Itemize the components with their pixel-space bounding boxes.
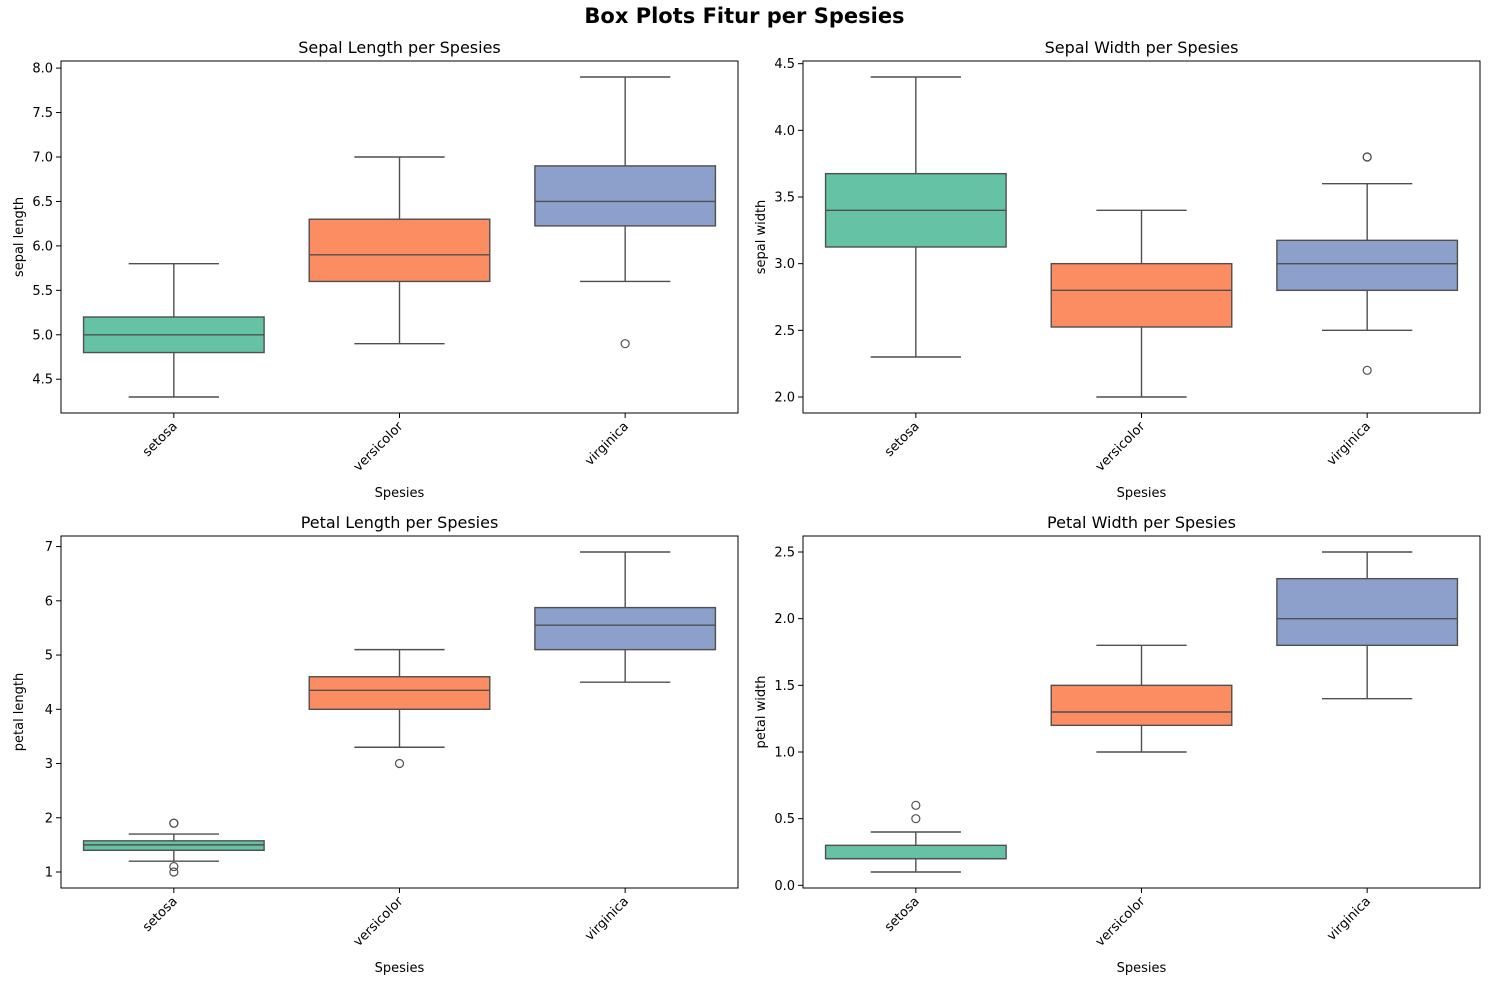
- box-virginica: [1276, 239, 1459, 292]
- subplot-3: Petal Length per Spesies 1 2 3 4 5 6 7 petal len…: [12, 513, 739, 976]
- x-tick-label: setosa: [882, 419, 923, 460]
- subplot-4: Petal Width per Spesies 0.0 0.5 1.0 1.5 2.0 2.…: [754, 513, 1481, 976]
- y-tick-label: 7: [45, 540, 53, 555]
- y-tick-label: 4.0: [774, 124, 795, 139]
- x-axis-label: Spesies: [1117, 486, 1167, 501]
- subplot-title: Petal Length per Spesies: [301, 513, 499, 532]
- y-tick-label: 6.5: [32, 195, 53, 210]
- outlier-point: [911, 800, 921, 810]
- outlier-point: [169, 818, 179, 828]
- y-axis-label: sepal width: [754, 200, 769, 275]
- y-axis-label: petal length: [12, 673, 27, 752]
- box-versicolor: [1050, 684, 1233, 727]
- figure-title: Box Plots Fitur per Spesies: [584, 4, 905, 28]
- x-tick-label: virginica: [1324, 894, 1374, 944]
- outlier-point: [1362, 365, 1372, 375]
- y-tick-label: 1: [45, 866, 53, 881]
- y-tick-label: 4.5: [32, 373, 53, 388]
- x-tick-label: setosa: [140, 419, 181, 460]
- outlier-point: [1362, 152, 1372, 162]
- y-axis-label: petal width: [754, 676, 769, 749]
- x-tick-label: virginica: [1324, 419, 1374, 469]
- y-tick-label: 5.5: [32, 284, 53, 299]
- y-tick-label: 6: [45, 594, 53, 609]
- y-tick-label: 0.0: [774, 879, 795, 894]
- y-tick-label: 2.0: [774, 391, 795, 406]
- box-virginica: [534, 606, 717, 651]
- outlier-point: [169, 861, 179, 872]
- box-setosa: [824, 844, 1007, 860]
- x-axis-label: Spesies: [1117, 961, 1167, 976]
- y-tick-label: 2: [45, 811, 53, 826]
- x-tick-label: versicolor: [351, 894, 407, 950]
- y-tick-label: 4.5: [774, 57, 795, 72]
- box-versicolor: [308, 676, 491, 710]
- y-tick-label: 3.5: [774, 191, 795, 206]
- x-axis-label: Spesies: [375, 961, 425, 976]
- y-tick-label: 5.0: [32, 328, 53, 343]
- x-tick-label: setosa: [882, 894, 923, 935]
- outlier-point: [620, 339, 630, 349]
- box-virginica: [534, 165, 717, 227]
- x-tick-label: versicolor: [1093, 894, 1149, 950]
- x-tick-label: setosa: [140, 894, 181, 935]
- y-tick-label: 7.5: [32, 106, 53, 121]
- outlier-point: [169, 867, 179, 877]
- outlier-point: [911, 814, 921, 824]
- y-tick-label: 3: [45, 757, 53, 772]
- box-versicolor: [1050, 262, 1233, 328]
- box-versicolor: [308, 218, 491, 283]
- x-tick-label: virginica: [582, 894, 632, 944]
- y-tick-label: 4: [45, 703, 53, 718]
- y-tick-label: 1.0: [774, 746, 795, 761]
- y-tick-label: 0.5: [774, 812, 795, 827]
- y-tick-label: 8.0: [32, 62, 53, 77]
- x-tick-label: versicolor: [1093, 419, 1149, 475]
- subplot-1: Sepal Length per Spesies 4.5 5.0 5.5 6.0 6.5 7…: [12, 38, 739, 501]
- subplot-title: Sepal Length per Spesies: [298, 38, 501, 57]
- y-tick-label: 5: [45, 649, 53, 664]
- subplot-2: Sepal Width per Spesies 2.0 2.5 3.0 3.5 4.0 4.…: [754, 38, 1481, 501]
- y-tick-label: 1.5: [774, 679, 795, 694]
- box-virginica: [1276, 577, 1459, 647]
- y-axis-label: sepal length: [12, 197, 27, 277]
- y-tick-label: 2.0: [774, 612, 795, 627]
- x-tick-label: virginica: [582, 419, 632, 469]
- subplot-title: Petal Width per Spesies: [1047, 513, 1236, 532]
- y-tick-label: 7.0: [32, 151, 53, 166]
- y-tick-label: 2.5: [774, 324, 795, 339]
- x-axis-label: Spesies: [375, 486, 425, 501]
- y-tick-label: 2.5: [774, 546, 795, 561]
- subplot-title: Sepal Width per Spesies: [1045, 38, 1239, 57]
- y-tick-label: 6.0: [32, 239, 53, 254]
- x-tick-label: versicolor: [351, 419, 407, 475]
- outlier-point: [394, 758, 405, 769]
- y-tick-label: 3.0: [774, 257, 795, 272]
